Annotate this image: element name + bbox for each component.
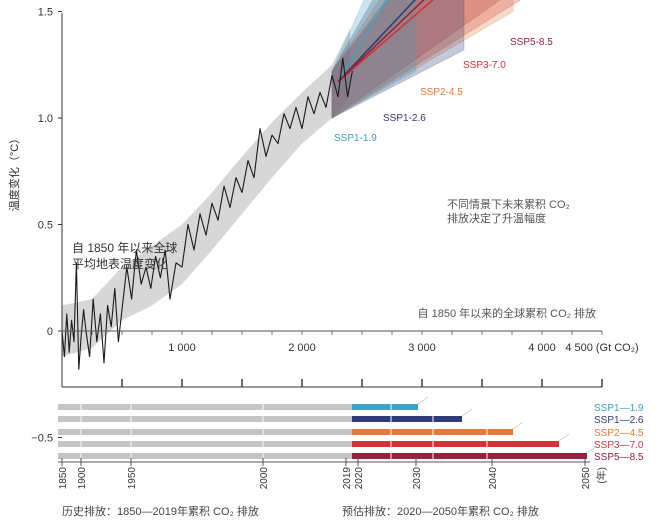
timeline-legend-ssp2-4.5: SSP2—4.5 — [594, 428, 644, 439]
bar-connector — [512, 421, 524, 430]
scenario-label-line1: 不同情景下未来累积 CO₂ — [447, 198, 570, 211]
y-tick-label: 1.0 — [38, 113, 53, 125]
historical-emissions-caption: 历史排放：1850—2019年累积 CO₂ 排放 — [62, 504, 259, 518]
timeline-year-label: 2040 — [488, 467, 499, 490]
timeline-year-label: 2020 — [354, 467, 365, 490]
timeline-year-label: 2030 — [412, 467, 423, 490]
scenario-label-ssp2-4.5: SSP2-4.5 — [420, 87, 463, 98]
y-tick-label: 0 — [47, 326, 53, 338]
scenario-line-ssp5-8.5 — [337, 0, 425, 83]
timeline-legend-ssp5-8.5: SSP5—8.5 — [594, 452, 644, 463]
scenario-band-ssp3-7.0 — [331, 0, 522, 119]
scenario-line-ssp1-2.6 — [337, 0, 416, 83]
projected-emissions-bar-ssp1-2.6 — [352, 416, 462, 422]
timeline-legend-ssp3-7.0: SSP3—7.0 — [594, 440, 644, 451]
historical-uncertainty-band-group — [62, 28, 350, 357]
historical-label-line2: 平均地表温度变化 — [72, 256, 168, 271]
scenario-band-ssp1-2.6 — [331, 0, 465, 119]
historical-temperature-line — [61, 57, 353, 370]
timeline-year-label: 2000 — [259, 467, 270, 490]
historical-emissions-bar — [58, 404, 352, 410]
timeline-year-label: 1850 — [58, 467, 69, 490]
bar-connector — [461, 408, 473, 417]
x-tick-label: 1 000 — [168, 342, 196, 354]
y-tick-label: 1.5 — [38, 7, 53, 19]
projected-emissions-bar-ssp3-7.0 — [352, 441, 559, 447]
x-axis-caption: 自 1850 年以来的全球累积 CO₂ 排放 — [418, 306, 596, 320]
projected-emissions-bar-ssp1-1.9 — [352, 404, 418, 410]
scenario-band-ssp2-4.5 — [331, 0, 514, 119]
y-tick-label: −0.5 — [31, 433, 53, 445]
x-tick-label: 4 500 (Gt CO₂) — [565, 342, 638, 354]
historical-emissions-bar — [58, 453, 352, 459]
y-axis-label: 温度变化（°C） — [7, 133, 21, 211]
projected-emissions-bar-ssp5-8.5 — [352, 453, 587, 459]
bar-connector — [586, 445, 598, 454]
historical-line-group — [61, 57, 353, 370]
timeline-legend-ssp1-2.6: SSP1—2.6 — [594, 415, 644, 426]
scenario-label-ssp3-7.0: SSP3-7.0 — [463, 60, 506, 71]
scenario-label-line2: 排放决定了升温幅度 — [447, 211, 546, 225]
x-tick-label: 2 000 — [288, 342, 316, 354]
scenario-label-ssp1-1.9: SSP1-1.9 — [334, 133, 377, 144]
scenario-bands-group — [331, 0, 522, 119]
timeline-legend-ssp1-1.9: SSP1—1.9 — [594, 403, 644, 414]
timeline-year-label: 2050 — [581, 467, 592, 490]
scenario-label-ssp1-2.6: SSP1-2.6 — [383, 113, 426, 124]
timeline-year-label: 1900 — [77, 467, 88, 490]
bar-connector — [417, 396, 429, 405]
projected-emissions-caption: 预估排放：2020—2050年累积 CO₂ 排放 — [342, 504, 539, 518]
historical-label-line1: 自 1850 年以来全球 — [72, 240, 177, 255]
historical-emissions-bar — [58, 429, 352, 435]
timeline-year-label: 1950 — [127, 467, 138, 490]
x-tick-label: 3 000 — [408, 342, 436, 354]
x-tick-label: 4 000 — [528, 342, 556, 354]
historical-emissions-bar — [58, 441, 352, 447]
scenario-line-ssp3-7.0 — [337, 0, 434, 83]
timeline-year-unit: (年) — [595, 467, 608, 484]
bar-connector — [558, 433, 570, 442]
timeline-year-label: 2019 — [342, 467, 353, 490]
historical-emissions-bar — [58, 416, 352, 422]
scenario-band-ssp1-1.9 — [331, 0, 417, 119]
y-tick-label: 0.5 — [38, 220, 53, 232]
scenario-line-ssp1-1.9 — [337, 0, 389, 83]
scenario-label-ssp5-8.5: SSP5-8.5 — [510, 37, 553, 48]
scenario-lines-group — [337, 0, 434, 83]
historical-uncertainty-band — [62, 28, 350, 357]
scenario-band-ssp5-8.5 — [331, 0, 501, 119]
